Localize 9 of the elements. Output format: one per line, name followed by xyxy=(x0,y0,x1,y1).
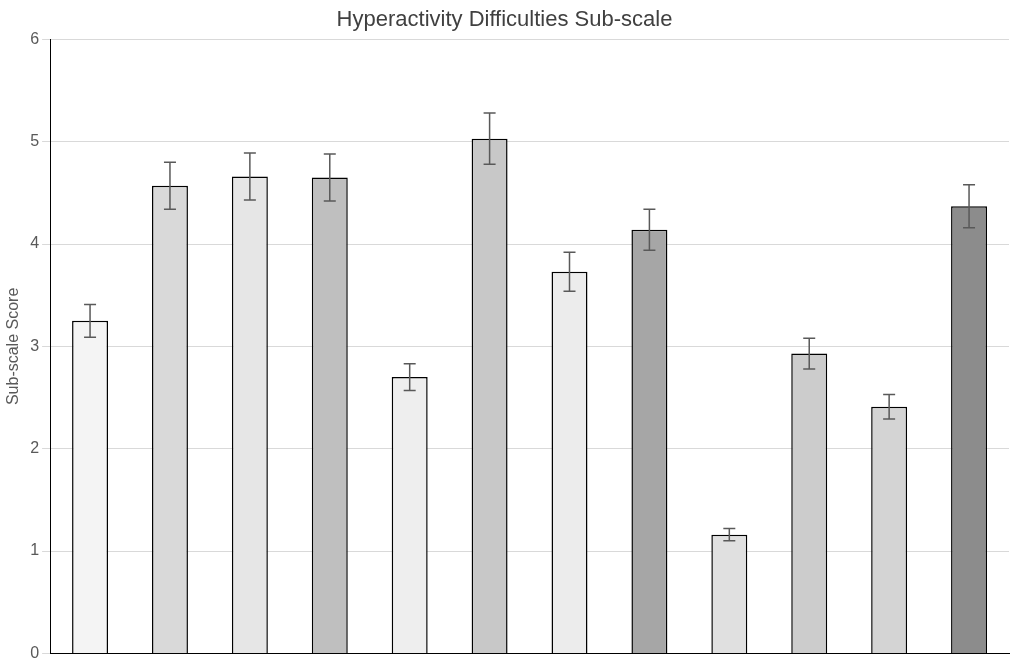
y-axis-title: Sub-scale Score xyxy=(4,287,22,406)
y-tick-label: 2 xyxy=(30,439,40,457)
chart-title: Hyperactivity Difficulties Sub-scale xyxy=(336,6,673,32)
y-tick-label: 5 xyxy=(30,132,40,150)
y-tick-label: 0 xyxy=(30,643,40,661)
y-tick-label: 6 xyxy=(30,29,40,47)
y-tick-label: 1 xyxy=(30,541,40,559)
y-tick-label: 3 xyxy=(30,336,40,354)
y-tick-label: 4 xyxy=(30,234,40,252)
